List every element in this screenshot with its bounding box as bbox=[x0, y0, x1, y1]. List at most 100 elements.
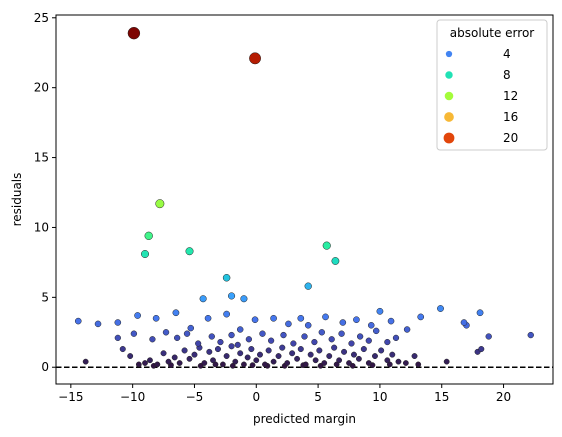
data-point bbox=[333, 361, 340, 368]
data-point bbox=[270, 314, 277, 322]
data-point bbox=[365, 337, 372, 344]
data-point bbox=[223, 353, 230, 360]
data-point bbox=[355, 355, 362, 362]
data-point bbox=[353, 316, 360, 324]
data-point bbox=[485, 333, 492, 340]
data-point bbox=[114, 319, 122, 326]
data-point bbox=[206, 348, 213, 355]
data-point bbox=[365, 360, 372, 366]
data-point bbox=[373, 327, 380, 335]
data-point bbox=[318, 329, 326, 336]
data-point bbox=[228, 331, 235, 339]
data-point bbox=[251, 316, 259, 324]
data-point bbox=[183, 330, 191, 337]
y-axis-ticks: 0 5 10 15 20 25 bbox=[34, 11, 56, 374]
data-point bbox=[290, 340, 297, 347]
data-point bbox=[94, 320, 102, 328]
data-point bbox=[174, 334, 181, 342]
data-point bbox=[244, 354, 251, 361]
legend-marker bbox=[444, 91, 454, 101]
data-point bbox=[74, 317, 82, 325]
data-point bbox=[304, 322, 312, 329]
data-point bbox=[270, 358, 277, 365]
data-point bbox=[191, 351, 198, 358]
data-point bbox=[257, 351, 263, 358]
data-point bbox=[301, 333, 308, 340]
data-point bbox=[294, 355, 301, 362]
data-point bbox=[331, 257, 340, 265]
data-point bbox=[147, 357, 153, 364]
data-point bbox=[415, 361, 422, 368]
data-point bbox=[376, 307, 384, 315]
data-point bbox=[403, 326, 411, 333]
data-point bbox=[265, 347, 272, 354]
legend: absolute error 4 8 12 16 20 bbox=[436, 19, 548, 151]
x-tick-label: −5 bbox=[186, 390, 204, 404]
x-tick-label: 15 bbox=[434, 390, 449, 404]
data-point bbox=[387, 317, 395, 325]
data-points bbox=[74, 26, 534, 369]
data-point bbox=[127, 26, 141, 40]
data-point bbox=[149, 336, 156, 343]
data-point bbox=[253, 357, 260, 364]
x-tick-label: 10 bbox=[372, 390, 387, 404]
data-point bbox=[249, 52, 261, 65]
data-point bbox=[119, 346, 126, 353]
data-point bbox=[326, 353, 333, 360]
data-point bbox=[186, 355, 193, 362]
data-point bbox=[134, 312, 141, 319]
data-point bbox=[154, 361, 161, 368]
data-point bbox=[201, 360, 208, 366]
legend-entries: 4 8 12 16 20 bbox=[443, 47, 518, 145]
data-point bbox=[307, 351, 314, 358]
y-tick-label: 0 bbox=[41, 360, 49, 374]
data-point bbox=[142, 360, 148, 366]
x-tick-label: 5 bbox=[314, 390, 322, 404]
data-point bbox=[279, 344, 286, 351]
data-point bbox=[280, 331, 287, 339]
data-point bbox=[392, 334, 400, 342]
data-point bbox=[389, 351, 396, 358]
data-point bbox=[372, 353, 378, 360]
legend-label: 16 bbox=[503, 110, 518, 124]
data-point bbox=[236, 326, 244, 333]
data-point bbox=[304, 282, 312, 290]
data-point bbox=[336, 357, 343, 364]
x-tick-label: 0 bbox=[252, 390, 260, 404]
data-point bbox=[322, 313, 329, 321]
data-point bbox=[268, 337, 275, 344]
data-point bbox=[302, 361, 309, 368]
data-point bbox=[411, 353, 418, 360]
plot-frame bbox=[55, 14, 554, 385]
data-point bbox=[127, 353, 134, 360]
data-point bbox=[328, 336, 335, 343]
x-axis-label: predicted margin bbox=[253, 412, 356, 426]
data-point bbox=[240, 295, 248, 303]
data-point bbox=[160, 350, 167, 357]
data-point bbox=[82, 358, 89, 365]
data-point bbox=[384, 357, 391, 364]
data-point bbox=[321, 360, 328, 366]
x-axis-ticks: −15 −10 −5 0 5 10 15 20 bbox=[58, 384, 511, 404]
legend-marker bbox=[445, 50, 453, 58]
data-point bbox=[417, 313, 425, 321]
data-point bbox=[478, 346, 485, 353]
data-point bbox=[367, 322, 375, 329]
data-point bbox=[248, 346, 255, 353]
data-point bbox=[384, 338, 391, 346]
data-point bbox=[275, 353, 282, 360]
data-point bbox=[144, 231, 153, 241]
data-point bbox=[229, 362, 236, 369]
data-point bbox=[135, 361, 142, 368]
data-point bbox=[356, 333, 364, 340]
data-point bbox=[217, 338, 224, 346]
y-tick-label: 10 bbox=[34, 220, 49, 234]
data-point bbox=[237, 350, 244, 357]
data-point bbox=[214, 346, 221, 353]
data-point bbox=[289, 350, 296, 357]
data-point bbox=[322, 241, 331, 250]
data-point bbox=[297, 314, 305, 322]
legend-marker bbox=[444, 112, 454, 122]
data-point bbox=[187, 324, 194, 332]
data-point bbox=[185, 247, 194, 256]
